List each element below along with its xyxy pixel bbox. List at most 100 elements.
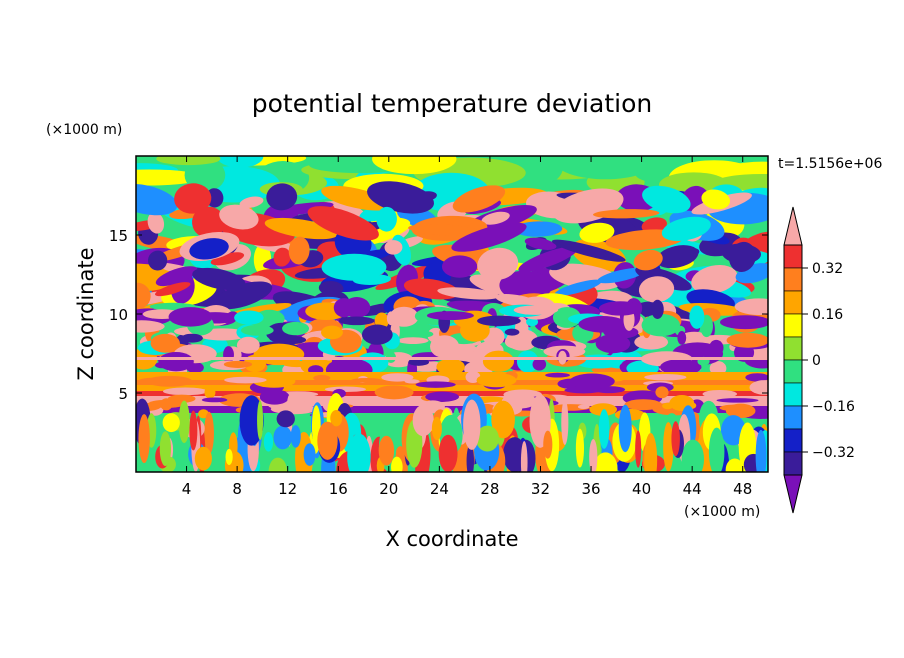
field-blob bbox=[374, 385, 414, 400]
colorbar-bin bbox=[783, 382, 803, 407]
colorbar-bin bbox=[783, 290, 803, 315]
field-blob bbox=[659, 359, 702, 376]
field-blob bbox=[578, 316, 627, 333]
field-blob bbox=[641, 313, 681, 337]
field-blob bbox=[726, 332, 768, 348]
field-blob bbox=[257, 400, 264, 441]
colorbar-tick-label: 0 bbox=[812, 353, 821, 369]
field-blob bbox=[321, 185, 391, 211]
y-axis-label: Z coordinate bbox=[74, 247, 98, 380]
field-blob bbox=[655, 386, 669, 399]
field-blob bbox=[219, 204, 259, 230]
field-blob bbox=[520, 441, 528, 472]
field-blob bbox=[554, 156, 657, 180]
field-blob bbox=[174, 183, 212, 214]
field-blob bbox=[477, 315, 521, 327]
field-blob bbox=[716, 398, 759, 403]
field-blob bbox=[579, 222, 615, 243]
field-blob bbox=[635, 430, 642, 468]
field-blob bbox=[564, 387, 603, 394]
x-tick-label: 40 bbox=[632, 480, 651, 498]
field-blob bbox=[361, 324, 393, 345]
field-blob bbox=[397, 337, 429, 344]
field-blob bbox=[516, 350, 539, 373]
field-blob bbox=[651, 299, 664, 319]
field-blob bbox=[460, 319, 490, 342]
field-blob bbox=[136, 183, 178, 216]
field-layer bbox=[136, 372, 768, 380]
field-blob bbox=[367, 181, 434, 214]
colorbar-tick-label: −0.16 bbox=[812, 399, 855, 415]
field-blob bbox=[661, 216, 711, 242]
field-blob bbox=[503, 437, 527, 472]
field-blob bbox=[524, 237, 557, 250]
field-blob bbox=[318, 280, 344, 296]
field-blob bbox=[477, 247, 519, 281]
colorbar-tick-label: 0.16 bbox=[812, 307, 843, 323]
field-blob bbox=[378, 435, 395, 466]
field-blob bbox=[463, 399, 481, 450]
field-blob bbox=[482, 350, 515, 372]
field-blob bbox=[575, 428, 585, 468]
colorbar-tick-label: −0.32 bbox=[812, 445, 855, 461]
colorbar-bin bbox=[783, 267, 803, 292]
field-blob bbox=[159, 431, 172, 467]
field-blob bbox=[234, 310, 264, 325]
field-blob bbox=[437, 287, 500, 300]
field-blob bbox=[408, 358, 430, 366]
x-tick-label: 24 bbox=[430, 480, 449, 498]
field-blob bbox=[162, 387, 208, 396]
field-blob bbox=[678, 248, 700, 260]
field-blob bbox=[545, 372, 570, 378]
x-tick-label: 12 bbox=[278, 480, 297, 498]
field-blob bbox=[499, 270, 553, 301]
colorbar-bin bbox=[783, 405, 803, 430]
field-blob bbox=[389, 306, 419, 327]
field-blob bbox=[734, 298, 768, 315]
field-blob bbox=[755, 429, 767, 472]
field-blob bbox=[491, 400, 515, 439]
time-label: t=1.5156e+06 bbox=[778, 156, 882, 172]
field-blob bbox=[725, 458, 744, 472]
field-blob bbox=[194, 446, 212, 471]
field-blob bbox=[589, 439, 598, 472]
field-blob bbox=[598, 301, 642, 316]
field-blob bbox=[634, 334, 669, 350]
field-blob bbox=[577, 404, 590, 409]
field-blob bbox=[644, 433, 658, 472]
field-blob bbox=[277, 335, 307, 345]
field-blob bbox=[549, 263, 621, 291]
field-layer bbox=[136, 396, 768, 406]
field-blob bbox=[404, 379, 420, 384]
field-blob bbox=[181, 333, 203, 343]
field-blob bbox=[347, 433, 371, 472]
y-tick-label: 10 bbox=[109, 306, 128, 324]
field-blob bbox=[638, 276, 675, 303]
colorbar-bin bbox=[783, 244, 803, 269]
x-tick-label: 44 bbox=[683, 480, 702, 498]
field-blob bbox=[725, 403, 756, 419]
field-blob bbox=[425, 391, 460, 402]
field-blob bbox=[282, 321, 310, 336]
colorbar-top-arrow bbox=[783, 206, 803, 246]
field-blob bbox=[273, 247, 291, 267]
colorbar-bin bbox=[783, 428, 803, 453]
field-blob bbox=[593, 209, 660, 219]
field-blob bbox=[729, 241, 757, 272]
field-blob bbox=[138, 414, 150, 464]
field-blob bbox=[633, 249, 663, 271]
field-blob bbox=[415, 381, 456, 388]
field-blob bbox=[330, 409, 343, 427]
field-blob bbox=[213, 281, 273, 310]
field-blob bbox=[223, 360, 253, 368]
field-blob bbox=[671, 421, 680, 457]
field-blob bbox=[624, 399, 663, 411]
field-blob bbox=[178, 400, 190, 444]
contour-field bbox=[136, 156, 768, 472]
field-blob bbox=[338, 316, 375, 326]
y-tick-label: 5 bbox=[118, 385, 128, 403]
field-blob bbox=[150, 333, 180, 353]
field-blob bbox=[476, 372, 517, 388]
field-blob bbox=[501, 393, 538, 409]
